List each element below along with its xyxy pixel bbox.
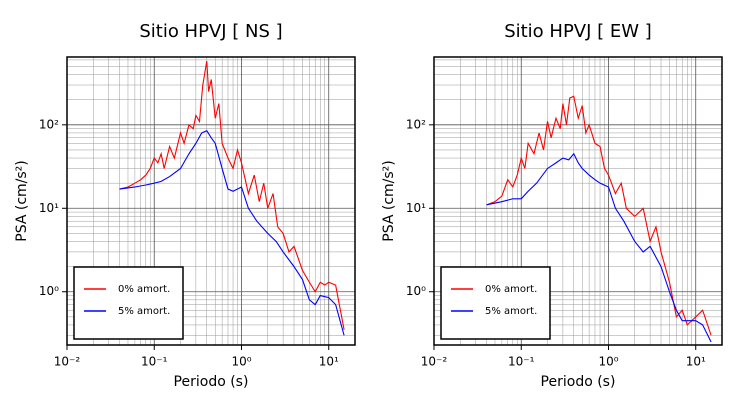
y-axis-label: PSA (cm/s²) — [14, 160, 30, 242]
legend-label: 0% amort. — [485, 284, 537, 295]
legend-label: 5% amort. — [118, 306, 170, 317]
chart-title: Sitio HPVJ [ EW ] — [504, 21, 652, 42]
y-tick-label: 10¹ — [406, 201, 426, 215]
legend-label: 5% amort. — [485, 306, 537, 317]
legend: 0% amort. 5% amort. — [440, 266, 551, 340]
x-axis-label: Periodo (s) — [541, 374, 616, 390]
y-axis-label: PSA (cm/s²) — [381, 160, 397, 242]
chart-title: Sitio HPVJ [ NS ] — [139, 21, 282, 42]
x-tick-label: 10⁻¹ — [508, 355, 535, 369]
plot-frame — [66, 56, 356, 346]
legend-box — [73, 266, 184, 340]
legend-label: 0% amort. — [118, 284, 170, 295]
x-tick-label: 10⁰ — [598, 355, 618, 369]
data-line — [119, 130, 345, 336]
x-tick-label: 10⁰ — [231, 355, 251, 369]
y-tick-label: 10² — [39, 117, 59, 131]
data-line — [486, 95, 712, 336]
chart: Sitio HPVJ [ EW ] Periodo (s) PSA (cm/s²) 1… — [381, 21, 723, 390]
y-tick-label: 10⁰ — [406, 284, 426, 298]
y-tick-label: 10² — [406, 117, 426, 131]
data-line — [119, 61, 345, 330]
x-axis-label: Periodo (s) — [174, 374, 249, 390]
x-tick-label: 10⁻¹ — [141, 355, 168, 369]
plot-frame — [433, 56, 723, 346]
x-tick-label: 10¹ — [319, 355, 339, 369]
x-tick-label: 10⁻² — [421, 355, 448, 369]
data-line — [486, 152, 712, 343]
chart: Sitio HPVJ [ NS ] Periodo (s) PSA (cm/s²) 1… — [14, 21, 356, 390]
y-tick-label: 10¹ — [39, 201, 59, 215]
legend-box — [440, 266, 551, 340]
x-tick-label: 10⁻² — [54, 355, 81, 369]
y-tick-label: 10⁰ — [39, 284, 59, 298]
x-tick-label: 10¹ — [686, 355, 706, 369]
legend: 0% amort. 5% amort. — [73, 266, 184, 340]
